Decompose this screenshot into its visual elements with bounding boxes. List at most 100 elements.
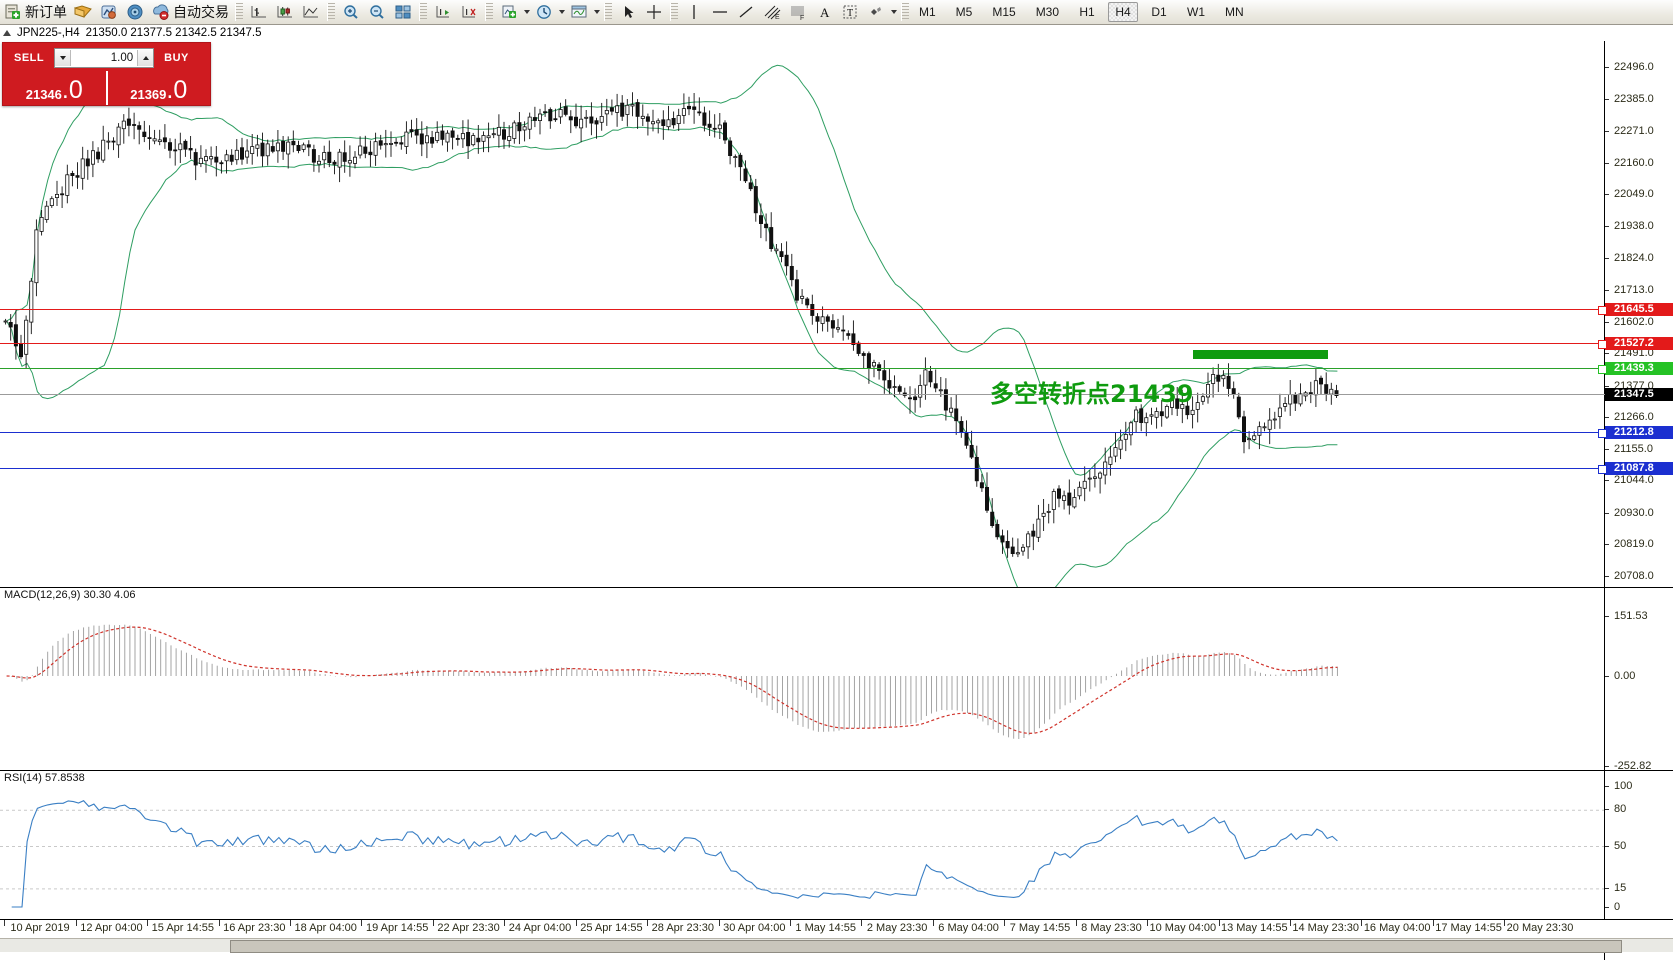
zoom-out-button[interactable] bbox=[364, 1, 390, 23]
timeframe-mn[interactable]: MN bbox=[1225, 5, 1244, 19]
timeframe-h1[interactable]: H1 bbox=[1079, 5, 1095, 19]
cursor-button[interactable] bbox=[615, 1, 641, 23]
volume-decrement-icon[interactable] bbox=[55, 50, 72, 66]
price-tick: 21266.0 bbox=[1605, 411, 1673, 423]
sell-button[interactable]: SELL bbox=[14, 52, 45, 64]
horizontal-scrollbar[interactable] bbox=[0, 938, 1673, 953]
strategy-tester-button[interactable] bbox=[96, 1, 122, 23]
sell-price[interactable]: 21346 .0 bbox=[3, 71, 106, 105]
price-level-line[interactable] bbox=[0, 432, 1605, 434]
expert-advisors-button[interactable] bbox=[70, 1, 96, 23]
line-chart-button[interactable] bbox=[298, 1, 324, 23]
time-axis-label: 7 May 14:55 bbox=[1009, 922, 1071, 934]
horizontal-line-button[interactable] bbox=[707, 1, 733, 23]
one-click-trading-panel[interactable]: SELL 1.00 BUY 21346 .0 21369 .0 bbox=[2, 42, 211, 106]
timeframe-w1[interactable]: W1 bbox=[1187, 5, 1206, 19]
price-level-tag[interactable]: 21527.2 bbox=[1605, 336, 1673, 350]
auto-scroll-button[interactable] bbox=[430, 1, 456, 23]
macd-pane[interactable]: MACD(12,26,9) 30.30 4.06 151.53 0.00 -252.… bbox=[0, 588, 1673, 772]
timeframe-h4[interactable]: H4 bbox=[1108, 2, 1139, 22]
timeframe-m1[interactable]: M1 bbox=[919, 5, 936, 19]
price-level-line[interactable] bbox=[0, 367, 1605, 369]
macd-axis: 151.53 0.00 -252.82 bbox=[1604, 588, 1673, 772]
time-axis-tick bbox=[575, 920, 577, 926]
shapes-button[interactable] bbox=[863, 1, 889, 23]
period-button[interactable] bbox=[531, 1, 557, 23]
symbol-info-bar: JPN225-,H4 21350.0 21377.5 21342.5 21347… bbox=[0, 25, 1673, 41]
timeframe-m15[interactable]: M15 bbox=[992, 5, 1016, 19]
candlestick-chart-icon bbox=[275, 3, 295, 21]
new-order-button[interactable]: 新订单 bbox=[0, 1, 70, 23]
price-level-tag[interactable]: 21212.8 bbox=[1605, 426, 1673, 440]
macd-tick: 151.53 bbox=[1605, 610, 1673, 622]
zoom-in-button[interactable] bbox=[338, 1, 364, 23]
folder-icon bbox=[73, 3, 93, 21]
price-level-line[interactable] bbox=[0, 467, 1605, 469]
time-axis-label: 18 Apr 04:00 bbox=[294, 922, 357, 934]
chart-shift-button[interactable] bbox=[456, 1, 482, 23]
price-level-tag[interactable]: 21347.5 bbox=[1605, 387, 1673, 401]
price-level-tag[interactable]: 21645.5 bbox=[1605, 303, 1673, 317]
timeframe-d1[interactable]: D1 bbox=[1151, 5, 1167, 19]
time-axis-tick bbox=[1504, 920, 1506, 926]
buy-price[interactable]: 21369 .0 bbox=[108, 71, 211, 105]
price-level-handle[interactable] bbox=[1598, 364, 1607, 374]
auto-scroll-icon bbox=[433, 3, 453, 21]
time-axis[interactable]: 10 Apr 2019 12 Apr 04:00 15 Apr 14:55 16 Ap… bbox=[0, 919, 1673, 938]
price-level-line[interactable] bbox=[0, 393, 1605, 395]
text-label-button[interactable]: T bbox=[837, 1, 863, 23]
chart-annotation-bar[interactable] bbox=[1193, 349, 1328, 359]
price-level-tag[interactable]: 21439.3 bbox=[1605, 361, 1673, 375]
bar-chart-button[interactable] bbox=[246, 1, 272, 23]
text-icon: A bbox=[814, 3, 834, 21]
crosshair-button[interactable] bbox=[641, 1, 667, 23]
scrollbar-thumb[interactable] bbox=[230, 940, 1622, 953]
price-level-handle[interactable] bbox=[1598, 306, 1607, 316]
volume-stepper[interactable]: 1.00 bbox=[54, 48, 155, 68]
time-axis-tick bbox=[218, 920, 220, 926]
buy-price-integer: 21369 bbox=[130, 87, 167, 102]
time-axis-tick bbox=[1004, 920, 1006, 926]
templates-chevron-down-icon[interactable] bbox=[592, 4, 601, 20]
chart-annotation-text[interactable]: 多空转折点21439 bbox=[990, 379, 1194, 408]
trendline-button[interactable] bbox=[733, 1, 759, 23]
add-indicator-chevron-down-icon[interactable] bbox=[522, 4, 531, 20]
equidistant-channel-button[interactable]: E bbox=[759, 1, 785, 23]
buy-button[interactable]: BUY bbox=[164, 52, 189, 64]
price-level-handle[interactable] bbox=[1598, 429, 1607, 439]
toolbar-separator bbox=[235, 3, 243, 21]
timeframe-m30[interactable]: M30 bbox=[1035, 5, 1060, 19]
ohlc-values: 21350.0 21377.5 21342.5 21347.5 bbox=[85, 27, 262, 39]
shapes-icon bbox=[866, 3, 886, 21]
signals-button[interactable] bbox=[122, 1, 148, 23]
volume-increment-icon[interactable] bbox=[137, 50, 154, 66]
timeframe-m5[interactable]: M5 bbox=[955, 5, 973, 19]
price-tick: 22385.0 bbox=[1605, 93, 1673, 105]
text-button[interactable]: A bbox=[811, 1, 837, 23]
candlestick-chart-button[interactable] bbox=[272, 1, 298, 23]
templates-button[interactable] bbox=[566, 1, 592, 23]
price-level-handle[interactable] bbox=[1598, 464, 1607, 474]
volume-input[interactable]: 1.00 bbox=[110, 52, 134, 64]
add-indicator-icon bbox=[499, 3, 519, 21]
price-level-line[interactable] bbox=[0, 309, 1605, 311]
autotrading-button[interactable]: 自动交易 bbox=[148, 1, 232, 23]
add-indicator-button[interactable] bbox=[496, 1, 522, 23]
price-axis[interactable]: 22496.0 22385.0 22271.0 22160.0 22049.0 21938… bbox=[1604, 41, 1673, 587]
time-axis-tick bbox=[1361, 920, 1363, 926]
chart-area[interactable]: 22496.0 22385.0 22271.0 22160.0 22049.0 21938… bbox=[0, 41, 1673, 960]
price-pane[interactable]: 22496.0 22385.0 22271.0 22160.0 22049.0 21938… bbox=[0, 41, 1673, 604]
macd-tick: 0.00 bbox=[1605, 670, 1673, 682]
price-level-line[interactable] bbox=[0, 342, 1605, 344]
period-chevron-down-icon[interactable] bbox=[557, 4, 566, 20]
price-tick: 22160.0 bbox=[1605, 157, 1673, 169]
price-level-tag[interactable]: 21087.8 bbox=[1605, 461, 1673, 475]
fibonacci-button[interactable]: F bbox=[785, 1, 811, 23]
tile-windows-button[interactable] bbox=[390, 1, 416, 23]
price-level-handle[interactable] bbox=[1598, 339, 1607, 349]
vertical-line-button[interactable] bbox=[681, 1, 707, 23]
svg-text:E: E bbox=[775, 14, 780, 21]
shapes-chevron-down-icon[interactable] bbox=[889, 4, 898, 20]
collapse-triangle-icon[interactable] bbox=[3, 30, 11, 36]
price-tick: 21491.0 bbox=[1605, 347, 1673, 359]
